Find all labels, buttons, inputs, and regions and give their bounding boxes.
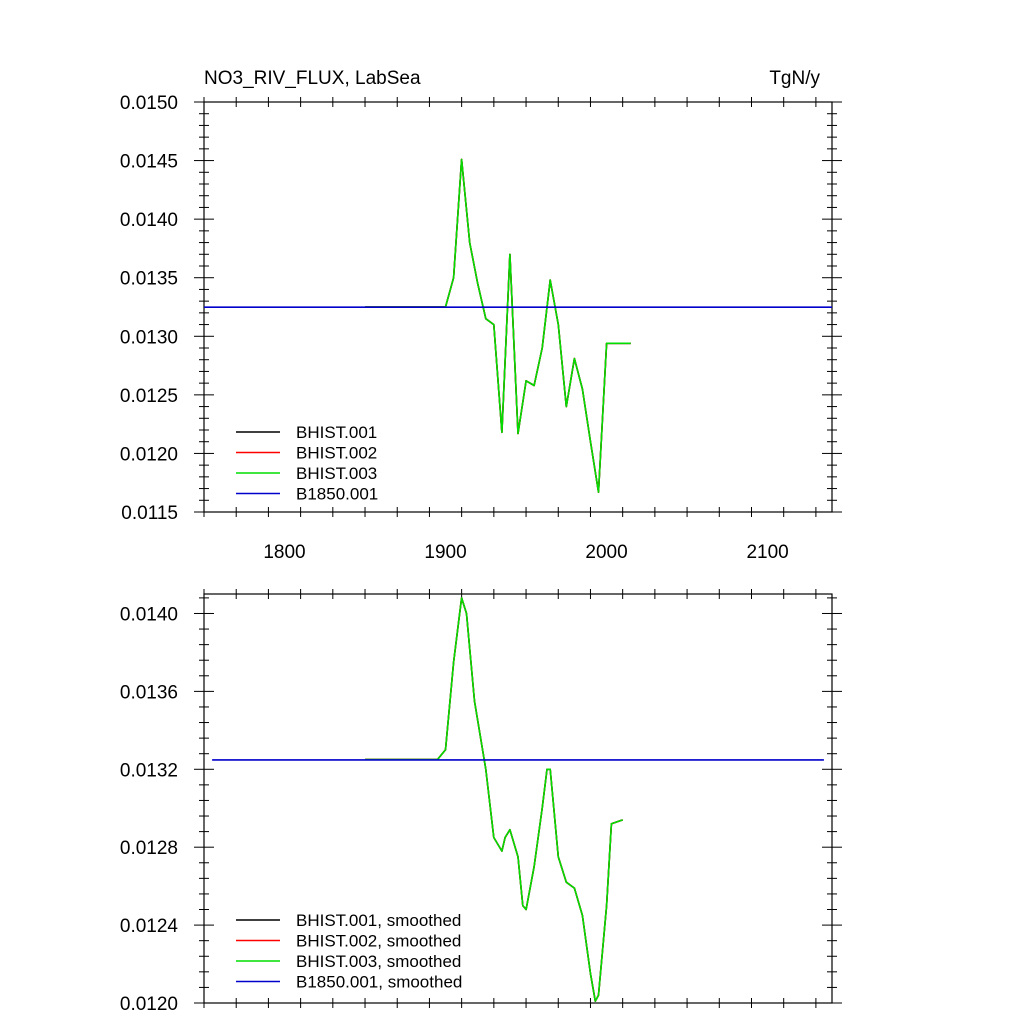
x-tick-label: 1900 xyxy=(424,542,466,563)
legend-label: B1850.001 xyxy=(296,485,378,504)
y-tick-label: 0.0115 xyxy=(121,503,178,524)
y-tick-label: 0.0150 xyxy=(120,93,178,114)
series-line-3 xyxy=(365,597,623,1002)
y-tick-label: 0.0125 xyxy=(120,386,178,407)
y-tick-label: 0.0135 xyxy=(120,269,178,290)
legend-label: BHIST.002 xyxy=(296,444,377,463)
y-tick-label: 0.0120 xyxy=(120,444,178,465)
y-tick-label: 0.0132 xyxy=(120,760,178,781)
y-tick-label: 0.0140 xyxy=(120,210,178,231)
legend-label: BHIST.001 xyxy=(296,423,377,442)
series-line-3 xyxy=(365,158,631,493)
chart-title: NO3_RIV_FLUX, LabSea xyxy=(204,68,421,89)
legend-label: BHIST.003 xyxy=(296,464,377,483)
y-tick-label: 0.0140 xyxy=(120,604,178,625)
y-tick-label: 0.0124 xyxy=(120,916,179,937)
y-tick-label: 0.0128 xyxy=(120,838,178,859)
plot-frame xyxy=(203,593,833,1004)
legend-label: BHIST.003, smoothed xyxy=(296,952,461,971)
y-tick-label: 0.0145 xyxy=(120,152,178,173)
plot-area-top: 1800 1900 2000 2100 0.0115 0.0120 0.0125 0.0130… xyxy=(120,93,842,563)
legend-label: BHIST.002, smoothed xyxy=(296,932,461,951)
x-tick-label: 1800 xyxy=(263,542,305,563)
x-tick-label: 2000 xyxy=(585,542,627,563)
legend-label: BHIST.001, smoothed xyxy=(296,911,461,930)
units-label: TgN/y xyxy=(769,68,820,89)
x-tick-label: 2100 xyxy=(746,542,788,563)
y-tick-label: 0.0120 xyxy=(120,994,178,1015)
y-tick-label: 0.0136 xyxy=(120,682,178,703)
panel-top: NO3_RIV_FLUX, LabSea TgN/y 1800 1900 2000 2… xyxy=(120,68,842,563)
plot-area-bottom: 0.0120 0.0124 0.0128 0.0132 0.0136 0.0140 BHIS… xyxy=(120,589,842,1015)
legend-label: B1850.001, smoothed xyxy=(296,973,462,992)
panel-bottom: 0.0120 0.0124 0.0128 0.0132 0.0136 0.0140 BHIS… xyxy=(120,589,842,1015)
y-tick-label: 0.0130 xyxy=(120,327,178,348)
